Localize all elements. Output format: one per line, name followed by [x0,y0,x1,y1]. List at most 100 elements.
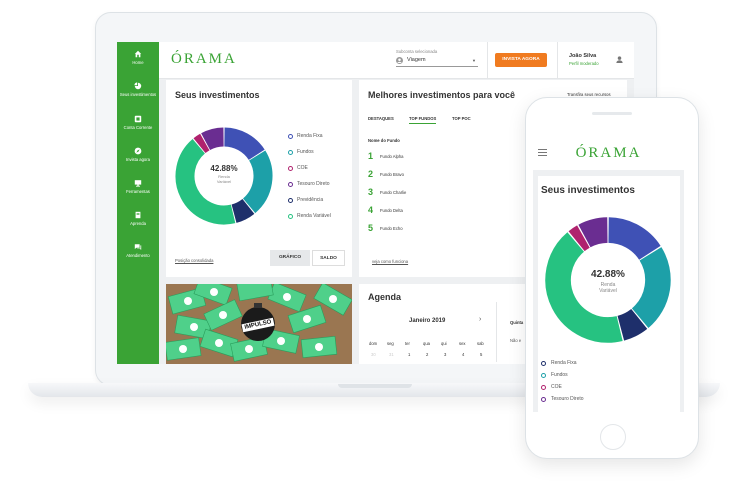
chevron-down-icon: ▼ [472,58,476,63]
mobile-legend-dot [541,397,546,402]
promo-banner[interactable]: IMPULSO [166,284,352,364]
mobile-legend-label: Renda Fixa [551,360,577,366]
agenda-divider [496,302,497,362]
user-circle-icon [396,57,403,64]
user-icon[interactable] [616,56,623,63]
subaccount-select[interactable]: Viagem ▼ [396,56,478,67]
legend-label: Previdência [297,197,324,203]
tab-top-poc[interactable]: TOP POC [452,116,471,121]
user-name: João Silva [569,53,597,59]
chevron-right-icon[interactable]: › [479,316,482,323]
mobile-donut-center-value: 42.88% [591,269,625,280]
investments-title: Seus investimentos [175,90,260,100]
sidebar-item-label: Aprenda [130,221,146,226]
home-icon [134,50,142,58]
fund-rank: 1 [368,151,374,161]
donut-slice-renda-vari-vel [175,139,236,225]
calendar-day[interactable]: 30 [371,352,376,357]
donut-slice-previd-ncia [231,198,255,223]
weekday-label: sex [459,341,466,346]
money-bills-illustration [166,284,352,362]
legend-label: Renda Variável [297,213,331,219]
user-profile: Perfil moderado [569,61,599,66]
book-icon [135,211,141,219]
fund-name: Fundo Echo [380,226,403,231]
subaccount-value: Viagem [407,57,426,63]
laptop-notch [338,384,412,388]
tab-destaques[interactable]: DESTAQUES [368,116,394,121]
compass-icon [134,147,142,155]
header-divider [557,42,558,78]
mobile-donut-center-label: Variável [599,288,617,294]
invest-now-button[interactable]: INVISTA AGORA [495,53,547,67]
mobile-donut-chart [545,217,671,343]
fund-name: Fundo Alpha [380,154,404,159]
agenda-title: Agenda [368,292,402,302]
weekday-label: qua [423,341,430,346]
sidebar-item-label: Conta Corrente [123,125,153,130]
calendar-day[interactable]: 1 [408,352,411,357]
mobile-investments-card: Seus investimentos 42.88% Renda Variável… [538,176,680,412]
agenda-side-text: Não e [510,338,522,343]
legend-label: Renda Fixa [297,133,323,139]
donut-slice-renda-fixa [223,127,265,161]
legend-dot-tesouro [288,182,293,187]
sidebar-item-home[interactable]: Home [117,50,159,65]
weekday-label: ter [405,341,410,346]
fund-rank: 2 [368,169,374,179]
mobile-legend-label: COE [551,384,562,390]
menu-icon[interactable] [538,149,547,150]
chat-icon [134,244,142,250]
sidebar-item-label: Atendimento [126,253,150,258]
mobile-donut-center-label: Renda [600,282,616,288]
phone-home-button [600,424,626,450]
legend-dot-renda-variavel [288,214,293,219]
calendar-month: Janeiro 2019 [409,318,446,324]
legend-label: COE [297,165,308,171]
calendar-day[interactable]: 3 [444,352,447,357]
transfer-resources-link[interactable]: Transfira seus recursos [567,92,611,97]
donut-slice-fundos [242,150,273,214]
fund-rank: 4 [368,205,374,215]
consolidated-position-link[interactable]: Posição consolidada [175,258,214,263]
phone-screen: ÓRAMA Seus investimentos 42.88% Renda Va… [533,136,684,412]
agenda-side-title: Quinta [510,320,524,325]
mobile-legend-dot [541,373,546,378]
donut-slice-tesouro-direto [201,127,225,151]
investments-card: Seus investimentos 42.88% Renda Variável… [166,80,352,277]
chart-toggle-button[interactable]: GRÁFICO [270,250,310,266]
mobile-legend-label: Fundos [551,372,568,378]
donut-slice-coe [568,225,590,252]
monitor-icon [134,180,142,187]
legend-dot-fundos [288,150,293,155]
mobile-brand-logo: ÓRAMA [575,145,642,161]
mobile-investments-title: Seus investimentos [541,185,635,196]
sidebar-item-investments[interactable]: Seus investimentos [117,82,159,97]
header-divider [487,42,488,78]
legend-dot-renda-fixa [288,134,293,139]
weekday-label: dom [369,341,378,346]
donut-center-label: Renda [218,174,230,179]
fund-name: Fundo Delta [380,208,403,213]
donut-slice-renda-vari-vel [545,232,623,343]
weekday-label: sab [477,341,484,346]
calendar-day[interactable]: 4 [462,352,465,357]
how-it-works-link[interactable]: veja como funciona [372,259,409,264]
sidebar-item-tools[interactable]: Ferramentas [117,179,159,194]
donut-center-value: 42.88% [210,164,238,173]
sidebar-item-support[interactable]: Atendimento [117,243,159,258]
donut-center-label: Variável [216,179,232,184]
balance-toggle-button[interactable]: SALDO [312,250,345,266]
calendar-day[interactable]: 5 [480,352,483,357]
sidebar-item-learn[interactable]: Aprenda [117,211,159,226]
weekday-label: qui [441,341,447,346]
fund-name: Fundo Charlie [380,190,407,195]
donut-slice-fundos [631,247,671,328]
sidebar-item-invest-now[interactable]: Invista agora [117,147,159,162]
account-icon [134,115,142,123]
sidebar-item-account[interactable]: Conta Corrente [117,115,159,130]
calendar-day[interactable]: 2 [426,352,429,357]
calendar-day[interactable]: 31 [389,352,394,357]
tab-top-fundos[interactable]: TOP FUNDOS [409,116,437,124]
phone-speaker [592,112,632,115]
